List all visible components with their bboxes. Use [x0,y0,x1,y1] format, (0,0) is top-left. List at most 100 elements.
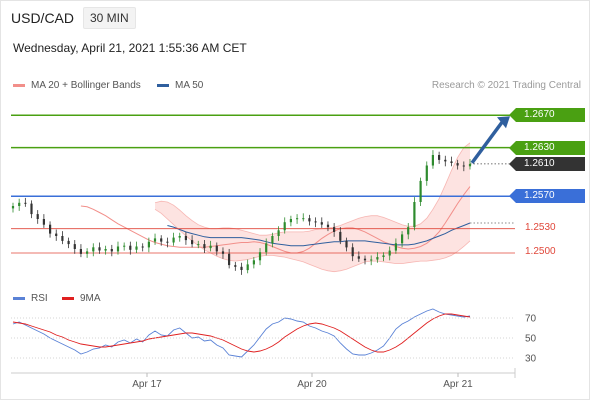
candle-body [376,257,379,260]
candle-body [320,222,323,225]
candle-body [456,163,459,166]
legend-rsi-ma: 9MA [62,293,101,304]
candle-body [18,202,21,206]
ma20-line [80,186,471,254]
ma50-swatch [157,84,169,87]
candle-body [271,236,274,244]
candle-body [178,236,181,238]
x-tick-label: Apr 21 [443,379,473,390]
candle-body [265,243,268,253]
ma50-line [167,222,471,247]
candle-body [302,218,305,220]
candle-body [197,244,200,246]
candle-body [425,165,428,181]
legend-rsi-ma-label: 9MA [80,293,101,304]
level-badge-1-2630: 1.2630 [509,140,585,155]
candle-body [116,246,120,252]
candle-body [215,245,218,252]
candle-body [444,159,447,162]
candle-body [79,249,82,254]
rsi-ma-line [12,313,471,353]
legend-rsi: RSI [13,293,48,304]
candle-body [11,206,15,209]
candle-body [401,234,404,244]
candle-body [283,222,286,231]
rsi-tick-70: 70 [525,314,537,325]
candle-body [184,236,187,241]
candle-body [357,256,360,259]
timestamp-label: Wednesday, April 21, 2021 1:55:36 AM CET [13,41,247,55]
candle-body [67,240,70,245]
level-badge-1-2670: 1.2670 [509,108,585,123]
candle-body [388,250,391,256]
bollinger-swatch [13,84,25,87]
candle-body [394,243,397,251]
candle-body [296,218,299,220]
credit-label: Research © 2021 Trading Central [431,80,581,91]
candle-body [30,203,33,215]
candle-body [141,246,144,248]
candle-body [351,247,354,257]
bollinger-lower-line [154,208,471,273]
candle-body [92,247,95,252]
candle-body [209,245,212,249]
bollinger-band-fill [155,142,470,272]
candle-body [363,258,367,261]
candle-body [382,255,385,257]
candle-body [191,240,194,245]
candle-body [42,219,45,225]
legend-bollinger: MA 20 + Bollinger Bands [13,80,141,91]
candle-body [160,238,163,242]
rsi-line [12,308,471,358]
timeframe-button[interactable]: 30 MIN [83,7,136,29]
candle-body [55,233,58,236]
legend-bollinger-label: MA 20 + Bollinger Bands [31,80,141,91]
bollinger-upper-line [154,142,471,236]
x-tick-label: Apr 20 [297,379,327,390]
candle-body [289,219,292,223]
legend-ma50-label: MA 50 [175,80,204,91]
rsi-tick-30: 30 [525,354,537,365]
candle-body [73,244,76,249]
candle-body [339,231,342,241]
candle-body [61,236,64,241]
rsi-swatch [13,297,25,300]
level-badge-1-2610: 1.2610 [509,156,585,171]
candle-body [98,247,101,251]
candle-body [172,237,175,243]
candle-body [110,249,113,252]
candle-body [252,260,255,265]
level-badge-1-2570: 1.2570 [509,189,585,204]
candle-body [240,266,243,270]
forecast-arrow-shaft [470,121,504,164]
candle-body [86,251,89,254]
candle-body [228,253,231,266]
candle-body [413,202,416,228]
candle-body [450,161,453,163]
candle-body [468,163,472,167]
candle-body [462,165,465,167]
candle-body [123,245,126,247]
candle-body [277,230,280,236]
candle-body [104,249,107,251]
candle-body [36,214,39,219]
candle-body [345,240,348,248]
candle-body [166,241,169,243]
candle-body [419,180,422,202]
rsi-ma-swatch [62,297,74,300]
level-text-1-2530: 1.2530 [525,221,556,233]
candle-body [24,202,27,204]
candle-body [308,218,311,222]
candle-body [221,251,225,254]
candle-body [431,155,434,166]
candle-body [49,224,52,234]
x-tick-label: Apr 17 [132,379,162,390]
forecast-arrow-head [497,116,510,129]
level-text-1-2500: 1.2500 [525,246,556,257]
candle-body [370,259,373,261]
candle-body [333,227,336,232]
candle-body [326,224,330,228]
candle-body [203,244,206,249]
candle-body [438,155,441,160]
